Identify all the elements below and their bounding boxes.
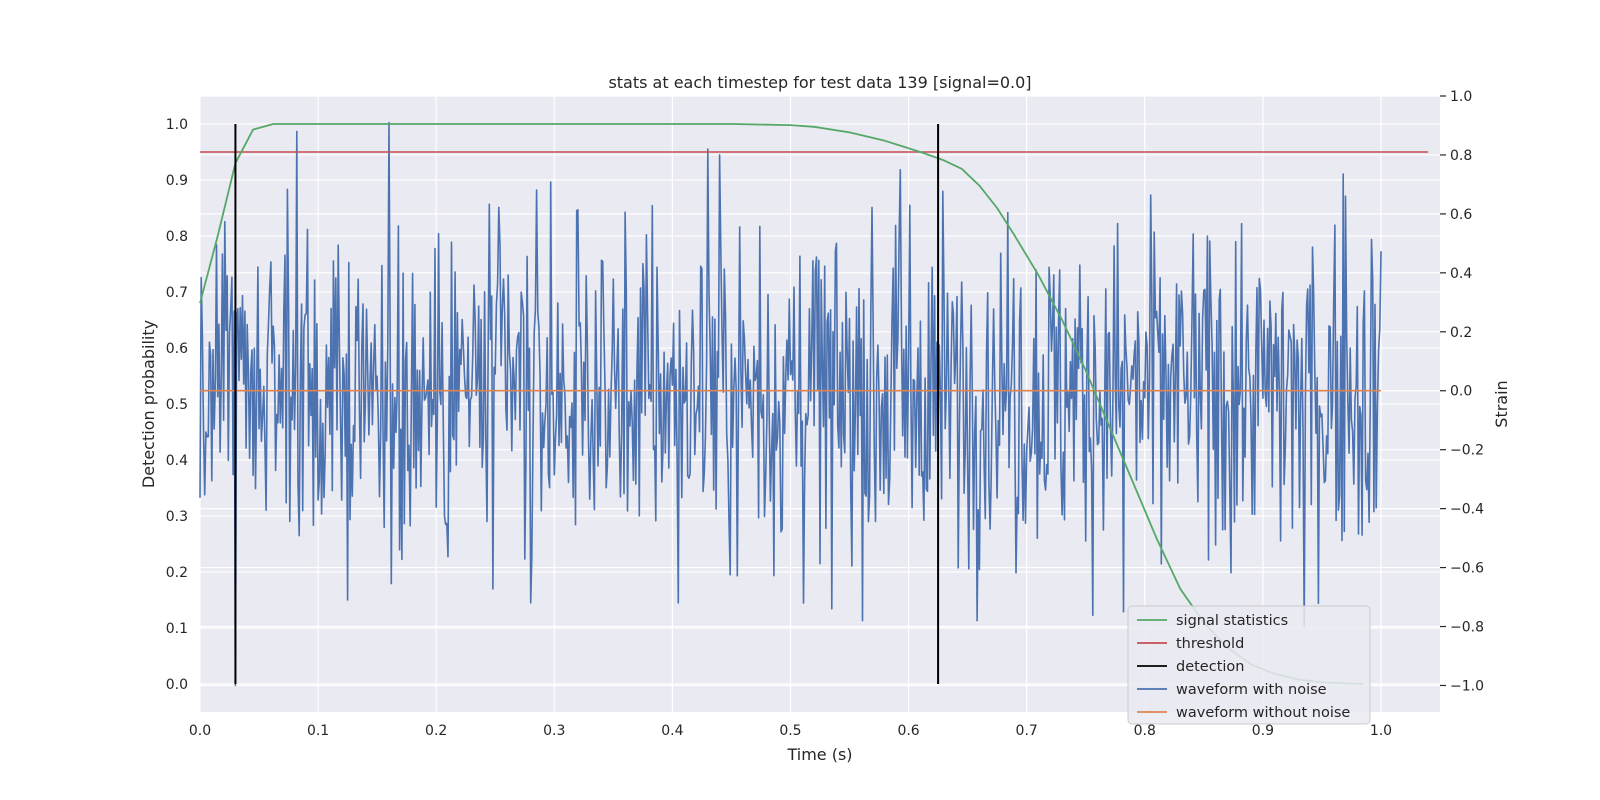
y-tick-label-left: 0.4 [166, 453, 188, 469]
legend-label: detection [1176, 659, 1244, 675]
y-tick-label-left: 0.5 [166, 397, 188, 413]
legend: signal statistics threshold detection wavef… [1127, 605, 1371, 725]
y-tick-label-left: 0.8 [166, 229, 188, 245]
x-tick-label: 0.7 [1016, 723, 1038, 739]
legend-label: signal statistics [1176, 613, 1288, 629]
legend-label: waveform without noise [1176, 705, 1350, 721]
y-tick-label-right: −0.4 [1450, 502, 1484, 518]
y-tick-label-right: −0.2 [1450, 443, 1484, 459]
y-tick-label-right: −0.8 [1450, 620, 1484, 636]
x-tick-label: 0.3 [543, 723, 565, 739]
y-tick-label-right: 0.6 [1450, 207, 1472, 223]
y-tick-label-left: 0.1 [166, 621, 188, 637]
ticks: 0.0 0.1 0.2 0.3 0.4 0.5 0.6 0.7 0.8 0.9 1.0 0.0 0.1 0… [166, 89, 1484, 739]
y-tick-label-right: 0.2 [1450, 325, 1472, 341]
legend-label: threshold [1176, 636, 1244, 652]
y-tick-label-left: 0.9 [166, 173, 188, 189]
x-tick-label: 1.0 [1370, 723, 1392, 739]
chart-title: stats at each timestep for test data 139… [608, 73, 1031, 92]
x-tick-label: 0.0 [189, 723, 211, 739]
y-tick-label-right: 0.8 [1450, 148, 1472, 164]
y-tick-label-right: −0.6 [1450, 561, 1484, 577]
legend-box [1127, 605, 1371, 725]
y-tick-label-left: 1.0 [166, 117, 188, 133]
y-tick-label-left: 0.7 [166, 285, 188, 301]
series-waveform-with-noise [199, 121, 1382, 687]
y-tick-label-left: 0.2 [166, 565, 188, 581]
x-axis-label: Time (s) [786, 745, 852, 764]
y-tick-label-left: 0.0 [166, 677, 188, 693]
x-tick-label: 0.9 [1252, 723, 1274, 739]
y-axis-label-right: Strain [1492, 380, 1511, 427]
x-tick-label: 0.4 [661, 723, 683, 739]
x-tick-label: 0.1 [307, 723, 329, 739]
x-tick-label: 0.8 [1134, 723, 1156, 739]
y-tick-label-right: 0.4 [1450, 266, 1472, 282]
y-tick-label-left: 0.6 [166, 341, 188, 357]
legend-label: waveform with noise [1176, 682, 1327, 698]
y-tick-label-left: 0.3 [166, 509, 188, 525]
x-tick-label: 0.6 [897, 723, 919, 739]
y-axis-label-left: Detection probability [139, 320, 158, 488]
y-tick-label-right: −1.0 [1450, 678, 1484, 694]
x-tick-label: 0.2 [425, 723, 447, 739]
y-tick-label-right: 0.0 [1450, 384, 1472, 400]
x-tick-label: 0.5 [779, 723, 801, 739]
y-tick-label-right: 1.0 [1450, 89, 1472, 105]
